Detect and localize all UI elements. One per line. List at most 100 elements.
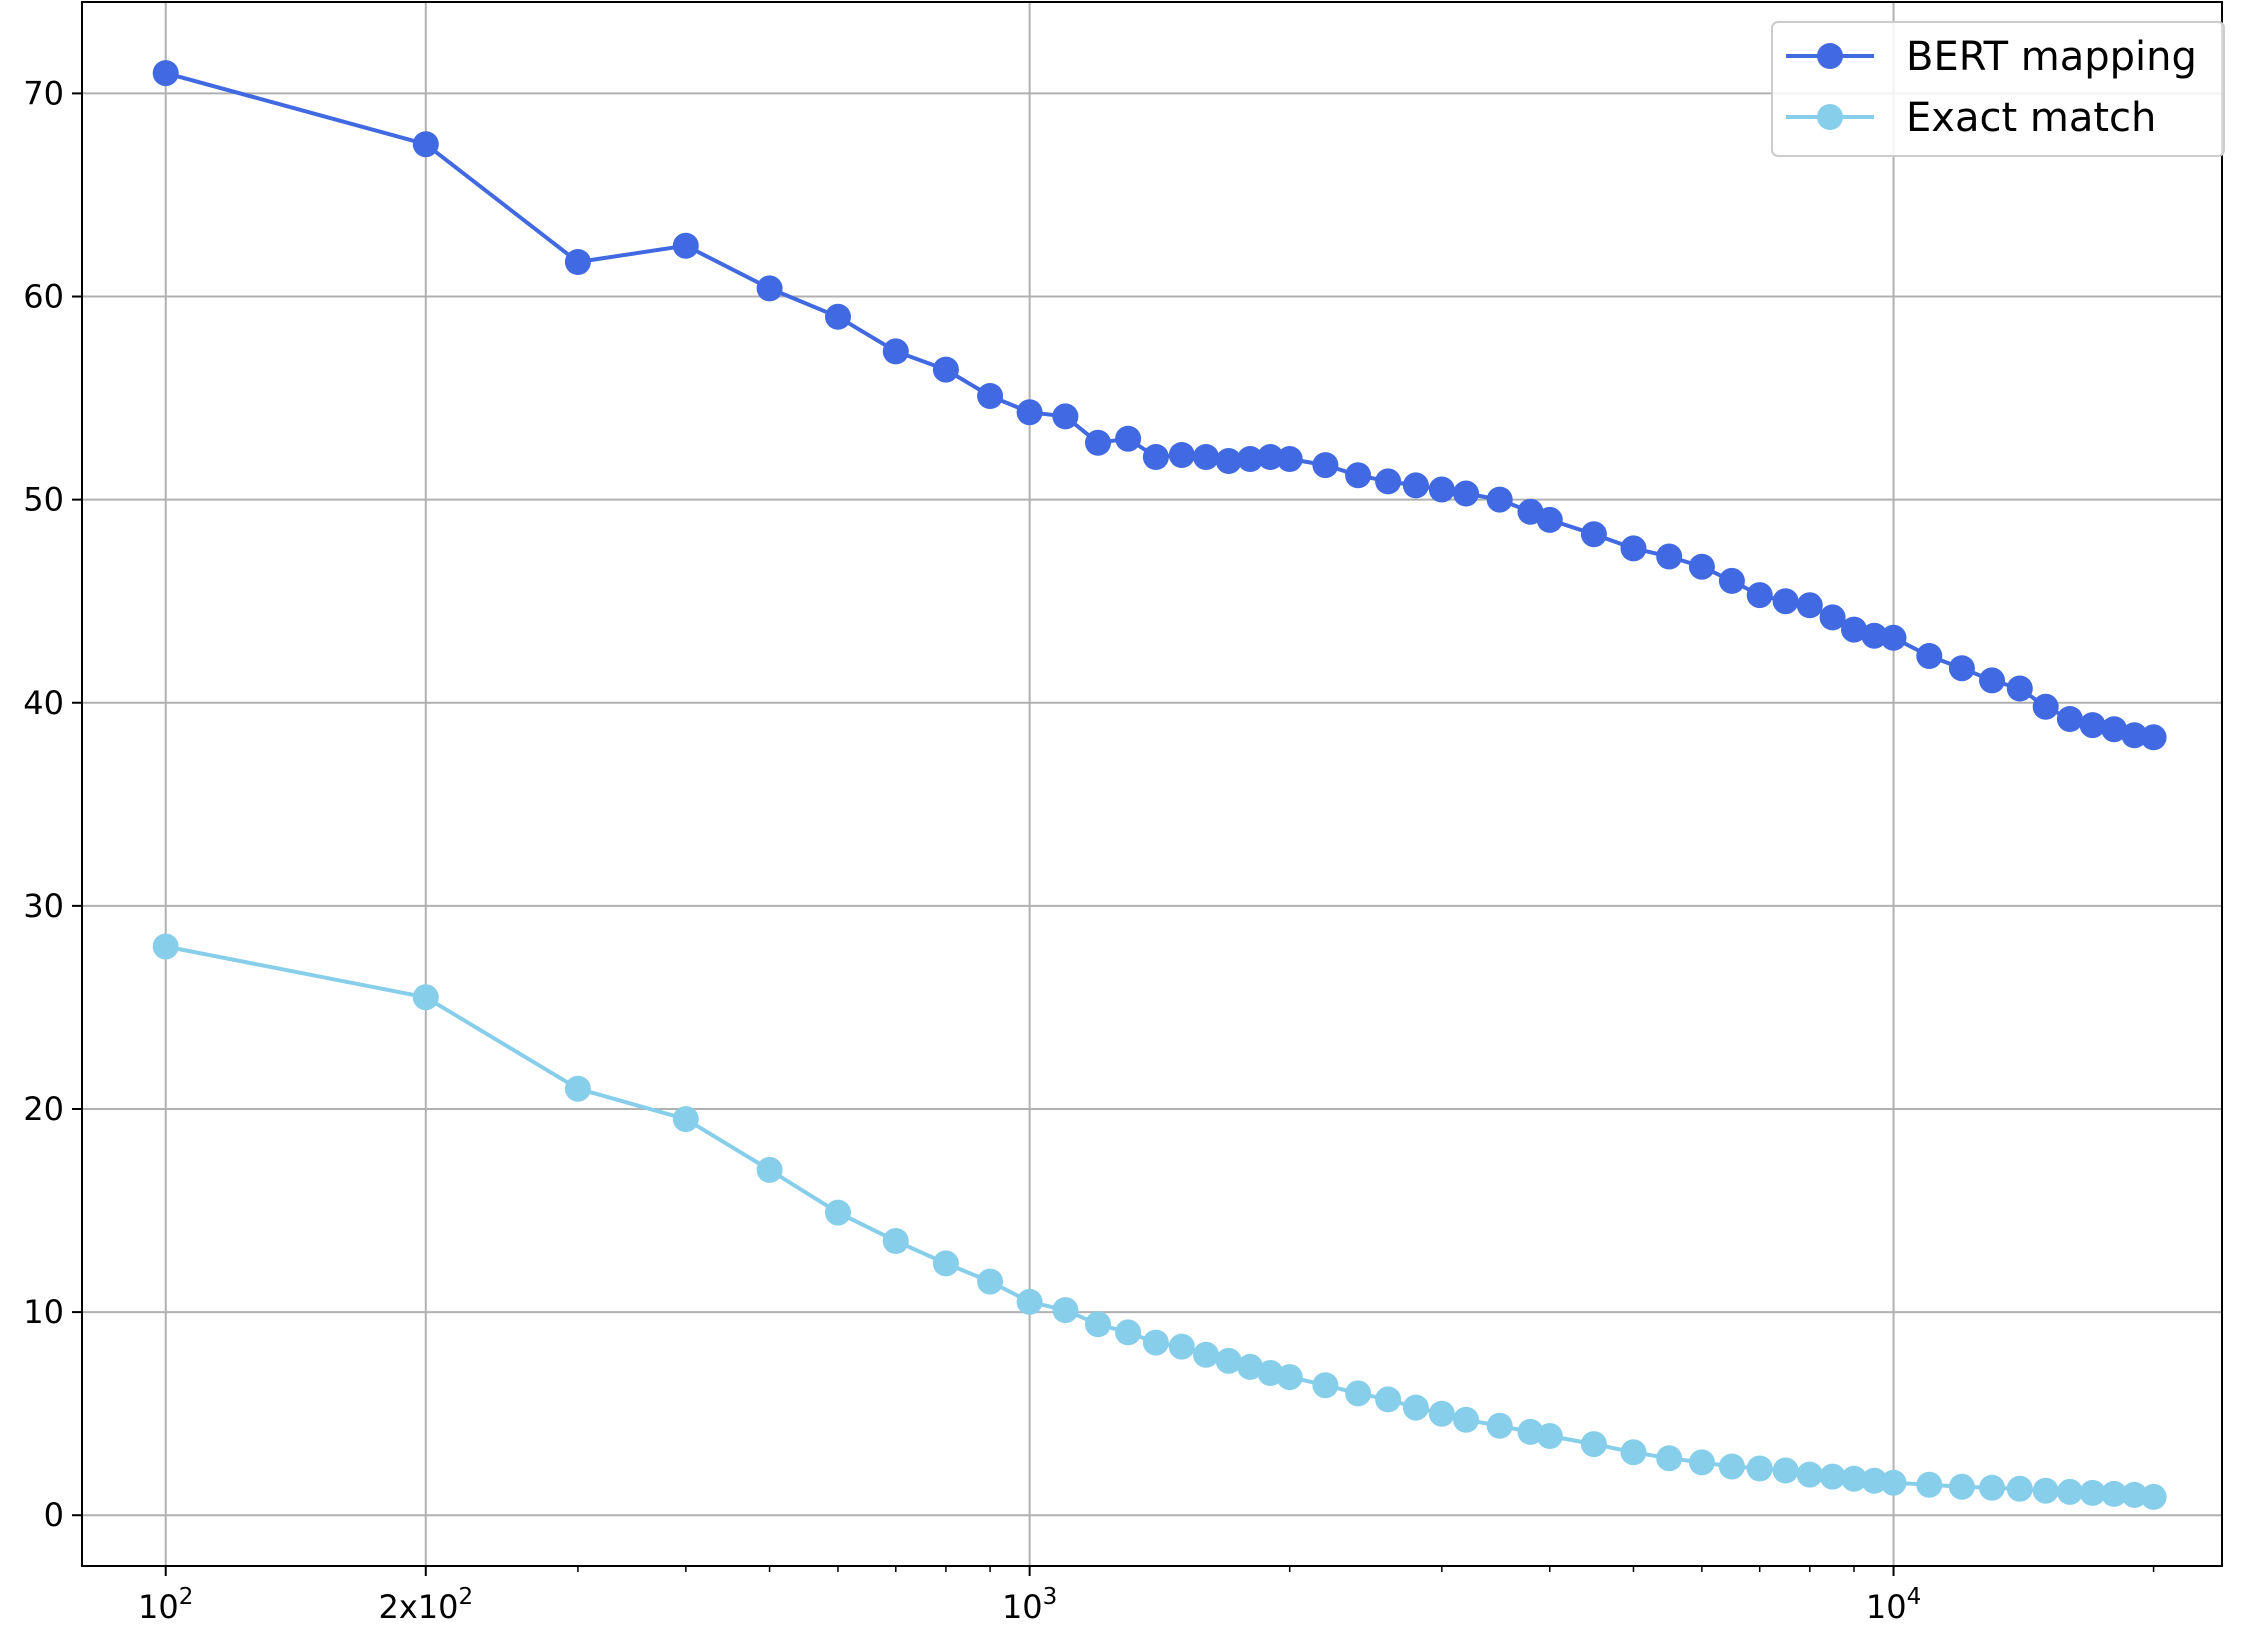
data-point-bert-mapping [1312,452,1339,479]
data-point-exact-match [2140,1483,2167,1510]
data-point-bert-mapping [1620,535,1647,562]
data-point-exact-match [1345,1380,1372,1407]
data-point-bert-mapping [1453,480,1479,507]
data-point-exact-match [1193,1341,1219,1368]
legend: BERT mapping Exact match [1771,21,2225,157]
data-point-bert-mapping [825,303,851,330]
data-point-bert-mapping [672,232,699,259]
data-point-exact-match [882,1228,909,1254]
data-point-bert-mapping [1772,588,1799,615]
data-point-bert-mapping [1016,399,1043,426]
data-point-exact-match [932,1250,959,1277]
data-point-bert-mapping [1142,444,1169,470]
x-tick-label: 2x102 [378,1584,473,1626]
data-point-bert-mapping [1718,567,1745,594]
y-tick-label: 30 [23,887,64,925]
data-point-exact-match [1580,1431,1607,1458]
data-point-exact-match [1656,1445,1683,1472]
data-point-exact-match [672,1106,699,1133]
data-point-exact-match [564,1075,591,1102]
data-point-bert-mapping [1580,521,1607,548]
data-point-bert-mapping [1193,444,1219,470]
data-point-bert-mapping [2140,724,2167,751]
data-point-exact-match [1168,1333,1195,1360]
y-tick-labels: 0 10 20 30 40 50 60 70 [23,74,64,1534]
data-point-exact-match [1948,1473,1975,1500]
data-point-bert-mapping [1215,448,1242,474]
plot-frame [81,1,2223,1567]
data-point-bert-mapping [1841,616,1867,643]
data-point-exact-match [1620,1439,1647,1466]
x-tick-label: 102 [138,1584,193,1626]
data-point-bert-mapping [2056,706,2083,732]
data-point-exact-match [1536,1423,1563,1449]
data-point-exact-match [1819,1463,1846,1490]
data-point-bert-mapping [1979,667,2005,694]
x-tick-labels: 102 2x102 103 104 [138,1584,1921,1626]
x-tick-label: 103 [1002,1584,1057,1626]
data-point-exact-match [1115,1319,1142,1346]
data-point-bert-mapping [1796,592,1823,619]
data-point-exact-match [756,1156,783,1183]
series-bert-mapping [152,60,2167,751]
data-point-bert-mapping [1052,403,1079,430]
data-point-bert-mapping [564,249,591,275]
data-point-bert-mapping [882,338,909,365]
data-point-bert-mapping [1257,444,1284,470]
data-point-exact-match [1312,1372,1339,1399]
legend-frame [1771,21,2225,157]
data-point-bert-mapping [756,275,783,302]
data-point-bert-mapping [2121,722,2148,749]
y-tick-label: 70 [23,74,64,112]
data-point-bert-mapping [2079,712,2106,739]
y-tick-label: 10 [23,1293,64,1331]
data-point-bert-mapping [1115,425,1142,452]
data-point-exact-match [1688,1449,1715,1476]
y-tick-label: 50 [23,481,64,519]
data-point-bert-mapping [2006,675,2033,702]
y-tick-label: 60 [23,278,64,316]
data-point-bert-mapping [1276,446,1303,472]
data-point-exact-match [2006,1475,2033,1502]
data-point-exact-match [2121,1481,2148,1508]
data-point-bert-mapping [1168,442,1195,468]
data-point-bert-mapping [2101,716,2128,743]
data-point-bert-mapping [1536,506,1563,533]
data-point-exact-match [2079,1479,2106,1506]
data-point-bert-mapping [152,60,179,87]
data-point-exact-match [1718,1453,1745,1480]
data-point-bert-mapping [1486,486,1513,513]
data-point-bert-mapping [1345,462,1372,489]
data-point-bert-mapping [1237,446,1264,472]
data-point-bert-mapping [1428,476,1455,503]
grid [82,2,2222,1566]
x-tick-label: 104 [1866,1584,1921,1626]
data-point-exact-match [977,1268,1004,1295]
plot-area [152,60,2167,1510]
legend-marker-exact-match [1817,104,1843,130]
data-point-bert-mapping [1861,622,1888,649]
data-point-exact-match [1841,1465,1867,1492]
data-point-exact-match [2101,1480,2128,1507]
data-point-exact-match [1796,1461,1823,1488]
series-exact-match [152,933,2167,1510]
data-point-exact-match [412,984,439,1011]
y-tick-label: 20 [23,1090,64,1128]
data-point-exact-match [1517,1418,1544,1445]
data-point-exact-match [1375,1386,1402,1413]
data-point-exact-match [1085,1311,1111,1338]
data-point-bert-mapping [1085,429,1111,456]
data-point-exact-match [2056,1478,2083,1505]
data-point-exact-match [1142,1329,1169,1356]
data-point-bert-mapping [1819,604,1846,631]
y-tick-label: 40 [23,684,64,722]
data-point-exact-match [1772,1457,1799,1484]
data-point-bert-mapping [932,356,959,383]
data-point-exact-match [1979,1474,2005,1501]
data-point-bert-mapping [1656,543,1683,570]
axes [72,92,2155,1576]
data-point-exact-match [1276,1364,1303,1391]
legend-label-bert-mapping: BERT mapping [1906,34,2197,80]
data-point-exact-match [1428,1400,1455,1427]
